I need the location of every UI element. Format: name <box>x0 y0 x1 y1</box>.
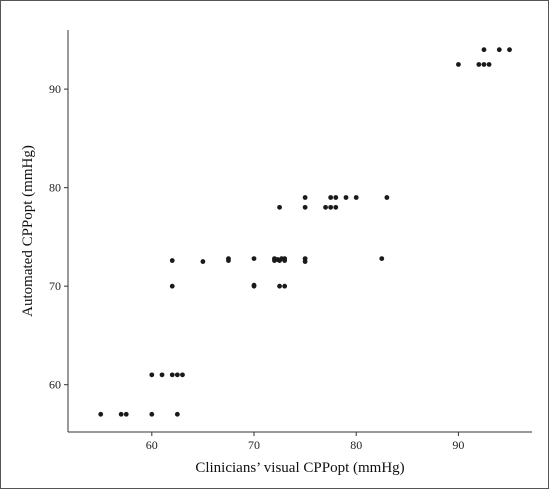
data-point <box>277 204 282 210</box>
data-point <box>353 195 359 200</box>
data-point <box>496 47 502 53</box>
data-point <box>226 256 231 261</box>
data-point <box>456 62 461 67</box>
data-point <box>251 256 257 261</box>
data-point <box>481 47 487 53</box>
data-point <box>323 204 328 210</box>
x-tick-label: 60 <box>146 438 158 452</box>
data-point <box>302 204 308 210</box>
y-tick-label: 60 <box>49 378 61 392</box>
data-point <box>174 411 180 417</box>
data-point <box>481 62 487 67</box>
data-point <box>282 283 288 289</box>
data-point <box>149 372 155 378</box>
data-points <box>98 47 512 417</box>
data-point <box>302 256 308 261</box>
data-point <box>169 258 175 263</box>
y-axis-title: Automated CPPopt (mmHg) <box>20 145 36 317</box>
data-point <box>251 282 257 288</box>
data-point <box>149 411 155 417</box>
x-tick-label: 70 <box>248 438 260 452</box>
y-tick-label: 70 <box>49 279 61 293</box>
data-point <box>384 195 390 200</box>
y-tick-label: 90 <box>49 82 61 96</box>
x-axis-title: Clinicians’ visual CPPopt (mmHg) <box>195 460 404 476</box>
data-point <box>123 411 129 417</box>
data-point <box>98 411 104 417</box>
data-point <box>343 195 349 200</box>
x-tick-label: 80 <box>350 438 362 452</box>
data-point <box>180 372 185 378</box>
data-point <box>302 195 308 200</box>
data-point <box>476 62 482 67</box>
data-point <box>200 259 206 264</box>
data-point <box>333 204 339 210</box>
axes <box>67 30 532 433</box>
data-point <box>333 195 339 200</box>
data-point <box>507 47 512 53</box>
data-point <box>159 372 165 378</box>
data-point <box>118 411 124 417</box>
y-ticks: 60 70 80 90 <box>49 82 68 392</box>
data-point <box>379 256 385 261</box>
data-point <box>169 372 175 378</box>
data-point <box>328 204 334 210</box>
data-point <box>486 62 492 67</box>
y-tick-label: 80 <box>49 181 61 195</box>
data-point <box>282 256 288 261</box>
data-point <box>277 283 282 289</box>
x-tick-label: 90 <box>452 438 464 452</box>
data-point <box>174 372 180 378</box>
data-point <box>328 195 334 200</box>
data-point <box>169 283 175 289</box>
x-ticks: 60 70 80 90 <box>146 432 464 452</box>
